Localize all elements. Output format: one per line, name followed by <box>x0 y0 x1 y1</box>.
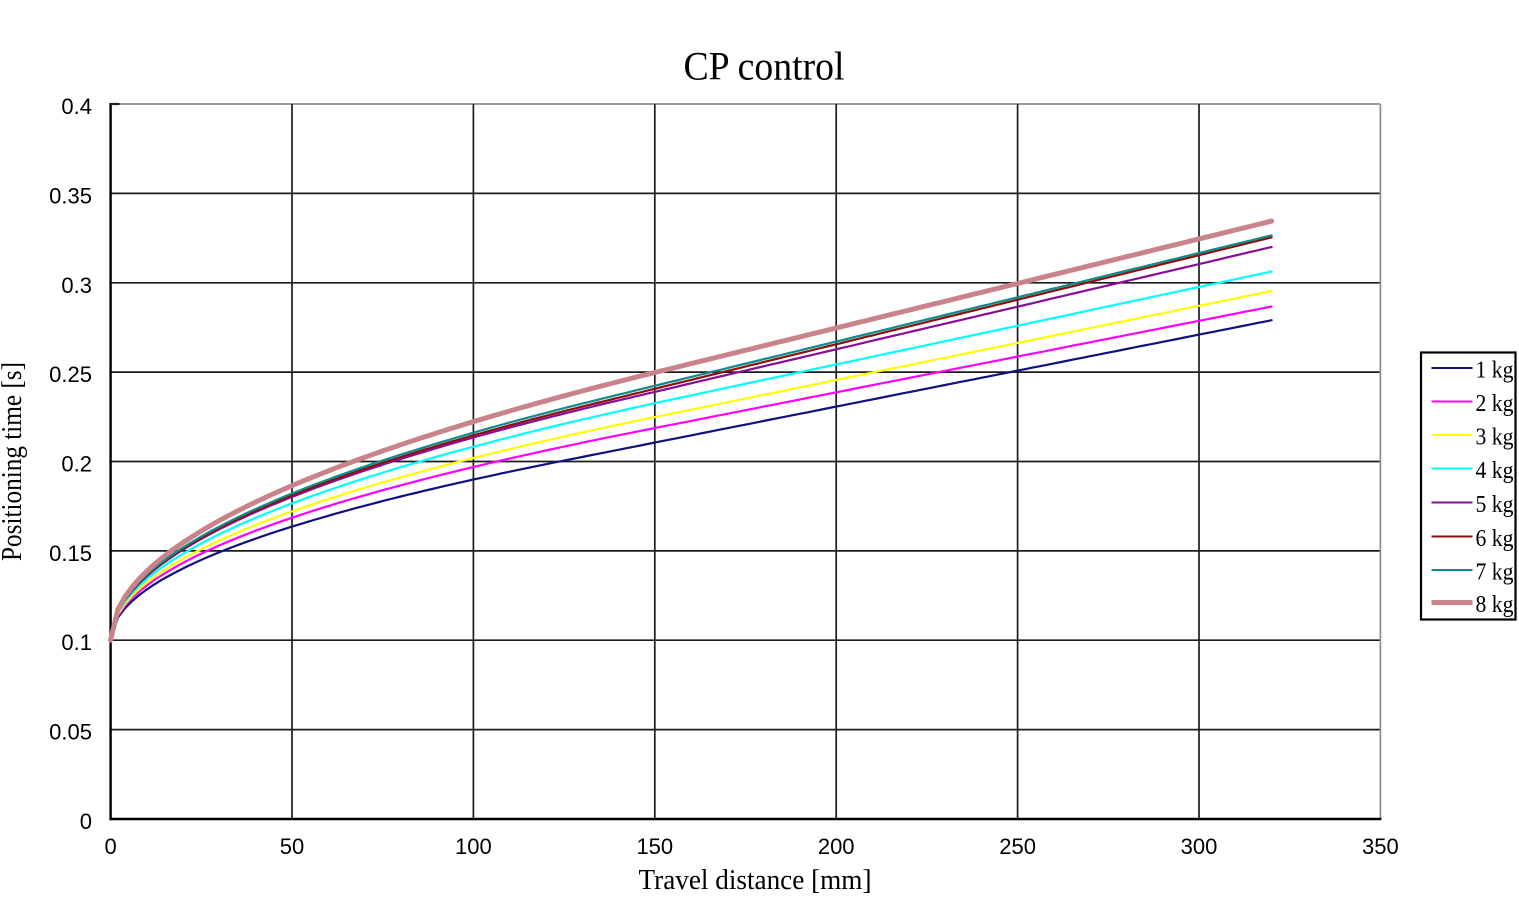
svg-text:150: 150 <box>636 834 673 859</box>
svg-text:250: 250 <box>999 834 1036 859</box>
svg-text:0: 0 <box>104 834 116 859</box>
svg-text:0.3: 0.3 <box>61 273 92 298</box>
svg-text:Travel distance [mm]: Travel distance [mm] <box>639 865 872 896</box>
svg-text:2 kg: 2 kg <box>1476 391 1514 417</box>
svg-text:100: 100 <box>455 834 492 859</box>
svg-text:350: 350 <box>1362 834 1399 859</box>
svg-text:0: 0 <box>80 809 92 834</box>
svg-text:0.4: 0.4 <box>61 94 92 119</box>
svg-text:3 kg: 3 kg <box>1476 425 1514 451</box>
svg-text:1 kg: 1 kg <box>1476 358 1514 384</box>
svg-text:Positioning time [s]: Positioning time [s] <box>0 362 28 561</box>
svg-text:200: 200 <box>818 834 855 859</box>
svg-text:0.05: 0.05 <box>49 720 92 745</box>
svg-text:0.2: 0.2 <box>61 452 92 477</box>
svg-text:0.15: 0.15 <box>49 541 92 566</box>
svg-text:0.1: 0.1 <box>61 630 92 655</box>
svg-text:50: 50 <box>280 834 304 859</box>
svg-text:300: 300 <box>1181 834 1218 859</box>
svg-text:5 kg: 5 kg <box>1476 492 1514 518</box>
svg-text:6 kg: 6 kg <box>1476 526 1514 552</box>
svg-text:4 kg: 4 kg <box>1476 458 1514 484</box>
svg-text:0.25: 0.25 <box>49 362 92 387</box>
svg-text:CP control: CP control <box>684 44 845 89</box>
svg-text:7 kg: 7 kg <box>1476 560 1514 586</box>
svg-text:0.35: 0.35 <box>49 183 92 208</box>
svg-text:8 kg: 8 kg <box>1476 592 1514 618</box>
